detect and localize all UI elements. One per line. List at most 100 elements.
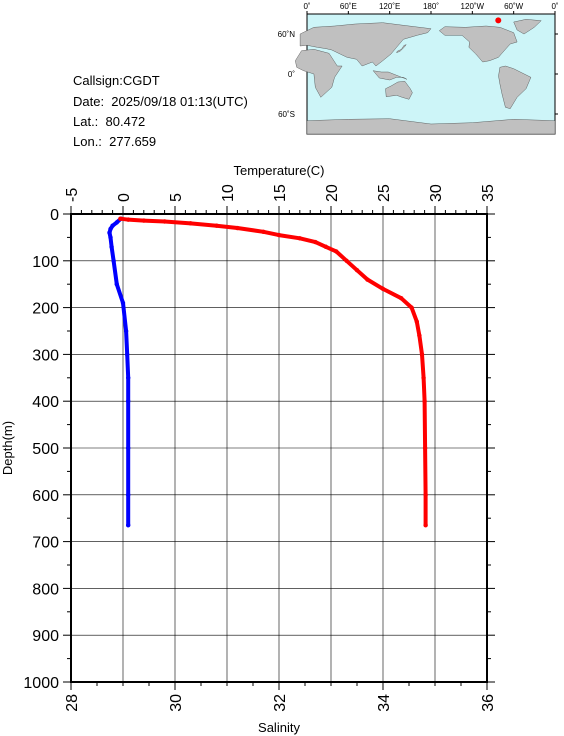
temperature-data-point (124, 352, 130, 357)
salinity-tick-label: 32 (272, 694, 289, 712)
map-lon-label: 0˚ (551, 2, 558, 11)
temperature-data-point (123, 328, 129, 334)
salinity-data-point (423, 523, 428, 528)
salinity-data-point (423, 492, 428, 497)
salinity-tick-labels: 28 30 32 34 36 (64, 694, 497, 712)
map-lon-label: 60˚E (340, 2, 357, 11)
temperature-data-point (114, 220, 119, 225)
salinity-data-point (354, 267, 360, 273)
map-lon-label: 60˚W (504, 2, 524, 11)
land-mass (513, 19, 542, 35)
salinity-data-point (323, 244, 328, 249)
temperature-data-point (126, 445, 131, 451)
temperature-data-point (126, 399, 131, 404)
map-frame-ticks (306, 11, 558, 115)
latitude-text: Lat.: 80.472 (73, 114, 146, 129)
salinity-data-point (276, 232, 282, 238)
depth-tick-label: 400 (32, 394, 59, 411)
salinity-data-point (188, 221, 193, 226)
salinity-data-point (419, 352, 425, 357)
salinity-data-point (344, 258, 349, 263)
map-lon-label: 180˚ (423, 2, 439, 11)
salinity-data-point (414, 319, 419, 324)
salinity-data-point (162, 219, 167, 224)
salinity-data-point (422, 445, 428, 451)
depth-tick-label: 500 (32, 441, 59, 458)
depth-tick-label: 700 (32, 535, 59, 552)
depth-tick-label: 300 (32, 347, 59, 364)
temperature-axis-title: Temperature(C) (233, 163, 324, 178)
temperature-data-point (120, 300, 126, 306)
temperature-tick-label: 10 (220, 184, 237, 202)
salinity-data-point (261, 229, 266, 234)
salinity-data-point (365, 277, 370, 282)
temperature-tick-label: 30 (428, 184, 445, 202)
temperature-data-point (114, 282, 119, 287)
salinity-tick-label: 30 (168, 694, 185, 712)
temperature-data-point (109, 244, 114, 249)
salinity-data-point (126, 217, 131, 222)
temperature-tick-label: 20 (324, 184, 341, 202)
depth-tick-labels: 0 100 200 300 400 500 600 700 800 900 1000 (23, 207, 59, 692)
depth-tick-label: 800 (32, 581, 59, 598)
salinity-axis-title: Salinity (258, 720, 300, 735)
map-lon-labels: 0˚ 60˚E 120˚E 180˚ 120˚W 60˚W 0˚ (303, 2, 558, 11)
longitude-text: Lon.: 277.659 (73, 134, 157, 149)
land-mass (295, 49, 343, 98)
depth-axis-title: Depth(m) (0, 421, 15, 475)
profile-plot: 0 100 200 300 400 500 600 700 800 900 1000 -5 0 5 10 1… (0, 163, 497, 735)
map-lat-label: 60˚N (278, 30, 296, 39)
temperature-data-point (107, 230, 112, 235)
date-text: Date: 2025/09/18 01:13(UTC) (73, 94, 248, 109)
plot-frame (70, 213, 488, 683)
temperature-data-point (110, 223, 115, 228)
land-mass (372, 70, 407, 81)
salinity-data-point (235, 225, 240, 231)
salinity-data-point (399, 296, 404, 301)
land-mass (438, 25, 518, 63)
land-mass (385, 81, 413, 100)
map-lon-label: 120˚E (379, 2, 400, 11)
temperature-tick-label: 5 (168, 193, 185, 202)
temperature-data-point (111, 258, 116, 263)
temperature-tick-label: 25 (376, 184, 393, 202)
salinity-data-point (417, 333, 422, 338)
salinity-data-point (421, 375, 426, 380)
grid-lines (71, 214, 487, 682)
station-marker (495, 17, 502, 24)
map-lon-label: 120˚W (461, 2, 485, 11)
map-lat-labels: 60˚N 0˚ 60˚S (278, 30, 296, 119)
temperature-data-point (108, 226, 113, 232)
temperature-tick-label: -5 (64, 188, 81, 202)
salinity-data-point (380, 286, 386, 292)
land-mass (306, 118, 556, 135)
temperature-data-point (126, 492, 131, 497)
location-map: 0˚ 60˚E 120˚E 180˚ 120˚W 60˚W 0˚ 60˚N 0˚ 60˚S (278, 2, 559, 135)
salinity-data-point (334, 249, 339, 254)
depth-tick-label: 100 (32, 254, 59, 271)
salinity-tick-label: 34 (376, 694, 393, 712)
temperature-tick-label: 0 (116, 193, 133, 202)
land-mass (299, 22, 432, 67)
temperature-data-point (108, 235, 113, 240)
callsign-text: Callsign:CGDT (73, 73, 160, 88)
depth-tick-label: 0 (50, 207, 59, 224)
salinity-data-point (422, 399, 427, 404)
land-mass (396, 44, 407, 54)
map-lat-label: 0˚ (288, 70, 295, 79)
map-land (295, 19, 556, 135)
salinity-data-point (118, 216, 123, 221)
salinity-data-point (313, 239, 318, 245)
temperature-data-point (126, 375, 131, 380)
salinity-tick-label: 28 (64, 694, 81, 712)
temperature-tick-label: 35 (480, 184, 497, 202)
depth-tick-label: 600 (32, 488, 59, 505)
map-lat-label: 60˚S (278, 110, 295, 119)
salinity-data-point (141, 218, 146, 223)
salinity-data-point (297, 236, 302, 241)
land-mass (498, 65, 532, 109)
map-lon-label: 0˚ (303, 2, 310, 11)
temperature-data-point (126, 523, 131, 528)
depth-tick-label: 1000 (23, 675, 59, 692)
